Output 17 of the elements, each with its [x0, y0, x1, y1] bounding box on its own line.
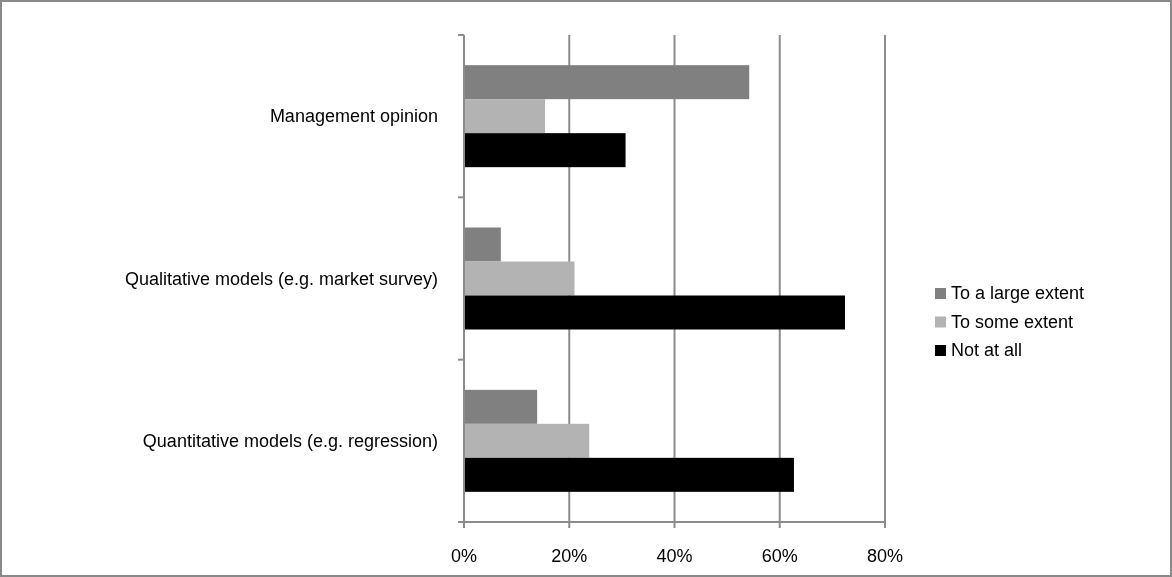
bar [464, 133, 626, 168]
bar [464, 295, 846, 330]
y-tick-label: Qualitative models (e.g. market survey) [124, 268, 438, 289]
bar [464, 261, 575, 296]
x-tick-label: 60% [761, 546, 798, 566]
legend-label: Not at all [951, 340, 1023, 360]
legend-label: To some extent [951, 311, 1074, 332]
bar [464, 99, 546, 134]
x-tick-label: 20% [551, 546, 588, 566]
x-tick-label: 80% [866, 546, 904, 566]
x-tick-label: 40% [656, 546, 693, 566]
x-tick-label: 0% [450, 546, 478, 566]
y-tick-label: Quantitative models (e.g. regression) [142, 430, 438, 451]
legend-label: To a large extent [951, 283, 1085, 303]
bar [464, 423, 590, 458]
bar [464, 457, 794, 492]
y-tick-label: Management opinion [269, 106, 438, 127]
